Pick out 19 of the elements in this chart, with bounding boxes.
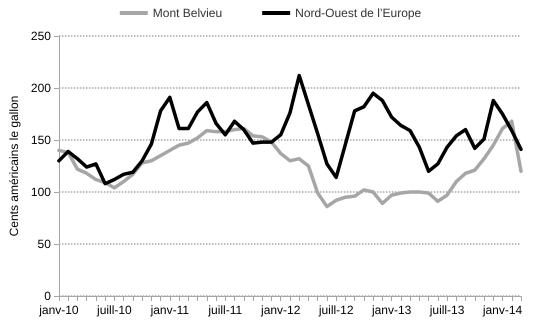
x-tick-label: janv-12: [260, 303, 301, 317]
x-tick-label: juill-13: [428, 303, 465, 317]
x-tick-label: janv-11: [150, 303, 190, 317]
legend-label: Nord-Ouest de l’Europe: [295, 6, 422, 20]
x-tick-label: juill-10: [96, 303, 132, 317]
x-tick-label: janv-13: [370, 303, 412, 317]
y-tick-label: 250: [30, 29, 52, 43]
y-tick-label: 0: [44, 289, 52, 303]
y-tick-label: 50: [38, 237, 52, 251]
x-tick-label: janv-14: [482, 303, 523, 317]
x-tick-label: juill-12: [318, 303, 354, 317]
y-tick-label: 150: [30, 133, 52, 147]
x-tick-label: janv-10: [38, 303, 79, 317]
x-tick-label: juill-11: [207, 303, 242, 317]
y-tick-label: 200: [30, 81, 52, 95]
y-tick-label: 100: [30, 185, 52, 199]
legend-label: Mont Belvieu: [152, 6, 222, 20]
line-series: [57, 74, 523, 186]
y-axis-title: Cents américains le gallon: [7, 96, 21, 236]
